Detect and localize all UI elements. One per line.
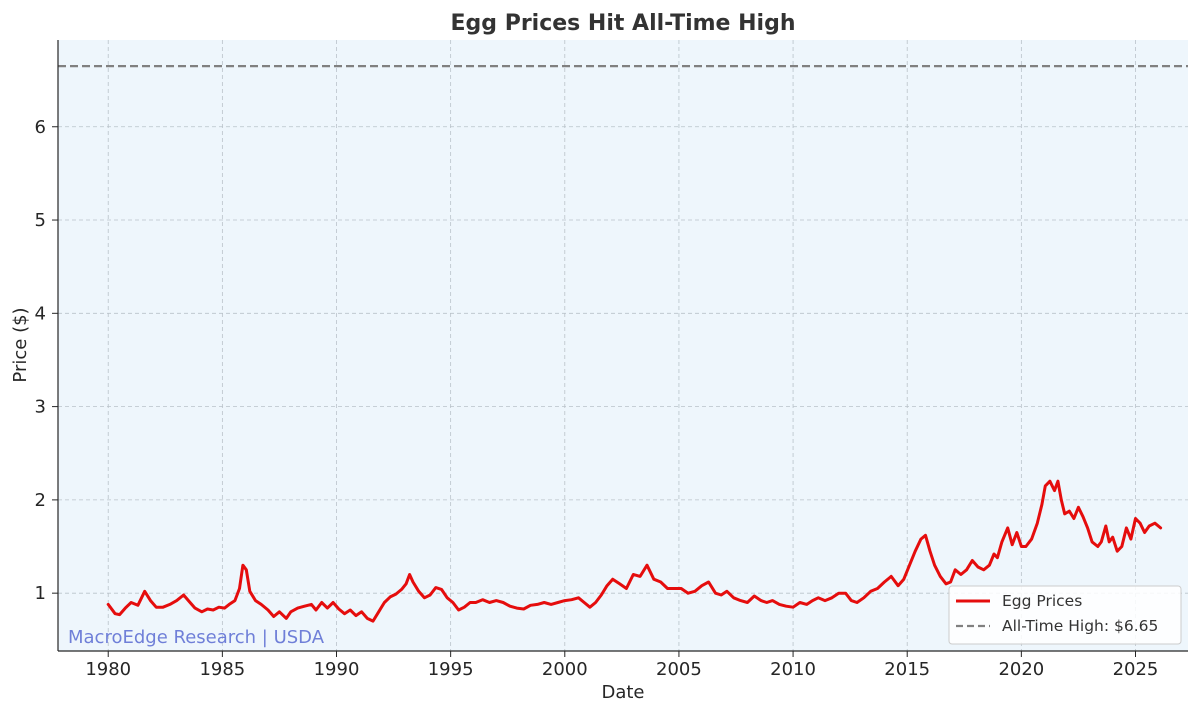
x-tick-label: 1980	[85, 659, 131, 680]
x-tick-label: 2005	[656, 659, 702, 680]
egg-prices-line	[106, 479, 1163, 623]
x-tick-label: 2020	[998, 659, 1044, 680]
x-axis-label: Date	[601, 682, 644, 703]
y-tick-label: 3	[35, 397, 46, 418]
x-tick-label: 2015	[884, 659, 930, 680]
y-tick-label: 1	[35, 583, 46, 604]
series-layer	[58, 65, 1188, 623]
x-tick-label: 2010	[770, 659, 816, 680]
y-tick-label: 5	[35, 210, 46, 231]
legend-label-egg-prices: Egg Prices	[1002, 592, 1082, 610]
x-tick-label: 1990	[314, 659, 360, 680]
watermark: MacroEdge Research | USDA	[68, 627, 325, 648]
y-axis-label: Price ($)	[10, 307, 31, 382]
tick-labels: 1980 1985 1990 1995 2000 2005 2010 2015 2020 2025…	[35, 117, 1159, 680]
x-tick-label: 2025	[1113, 659, 1159, 680]
legend: Egg Prices All-Time High: $6.65	[948, 585, 1182, 645]
x-tick-label: 1995	[428, 659, 474, 680]
plot-area	[58, 40, 1188, 651]
y-tick-label: 4	[35, 303, 46, 324]
y-tick-label: 6	[35, 117, 46, 138]
legend-box	[948, 585, 1182, 645]
x-tick-label: 1985	[199, 659, 245, 680]
axes	[52, 40, 1188, 657]
legend-label-all-time-high: All-Time High: $6.65	[1002, 617, 1158, 635]
y-tick-label: 2	[35, 490, 46, 511]
chart-title: Egg Prices Hit All-Time High	[451, 11, 796, 36]
x-tick-label: 2000	[542, 659, 588, 680]
